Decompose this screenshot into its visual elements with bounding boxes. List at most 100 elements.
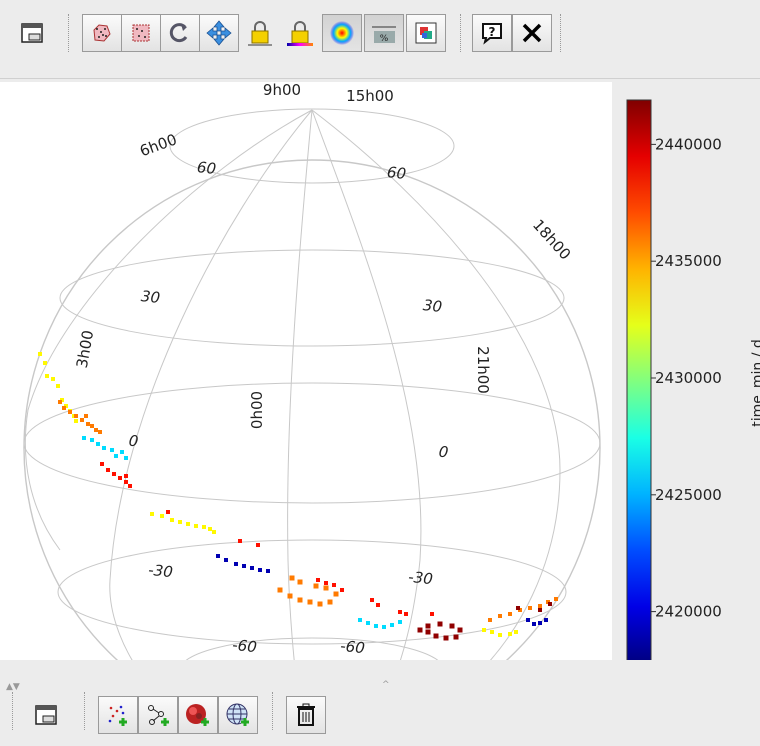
plot-area[interactable]: 60 60 30 30 0 0 -30 -30 -60 -60 9h00 15h00 6h00 18h00… (0, 80, 760, 660)
data-point (98, 430, 102, 434)
latitude-line (23, 382, 601, 504)
data-point (317, 601, 323, 607)
longitude-label: 0h00 (248, 391, 266, 429)
data-point (313, 583, 319, 589)
data-point (170, 518, 174, 522)
move-arrows-icon[interactable] (199, 14, 239, 52)
svg-text:%: % (380, 34, 389, 44)
data-point (333, 591, 339, 597)
latitude-line (169, 108, 455, 184)
data-point (498, 614, 502, 618)
data-point (287, 593, 293, 599)
data-point (425, 629, 431, 635)
data-point (68, 410, 72, 414)
data-point (538, 604, 542, 608)
data-point (84, 414, 88, 418)
meridian-line (311, 109, 422, 660)
data-point (425, 623, 431, 629)
data-point (234, 562, 238, 566)
data-point (498, 633, 502, 637)
latitude-label: -30 (407, 568, 433, 588)
close-icon[interactable] (512, 14, 552, 52)
meridian-line (24, 109, 313, 551)
data-point (443, 635, 449, 641)
refresh-icon[interactable] (160, 14, 200, 52)
latitude-label: 60 (386, 163, 407, 183)
data-point (124, 456, 128, 460)
layer-toolbar (0, 668, 760, 746)
window-icon[interactable] (26, 696, 66, 734)
plot-background (0, 82, 612, 660)
latitude-label: 0 (438, 443, 449, 462)
main-toolbar: % ? (0, 0, 760, 79)
latitude-label: -30 (147, 561, 173, 581)
data-point (114, 454, 118, 458)
data-point (43, 361, 47, 365)
data-point (100, 462, 104, 466)
latitude-label: 30 (140, 287, 161, 307)
data-point (166, 510, 170, 514)
data-point (307, 599, 313, 605)
add-pairs-icon[interactable] (138, 696, 178, 734)
scatter-box-icon[interactable] (121, 14, 161, 52)
data-point (150, 512, 154, 516)
data-point (216, 554, 220, 558)
data-point (128, 484, 132, 488)
data-point (224, 558, 228, 562)
data-point (404, 612, 408, 616)
lock-colour-icon[interactable] (280, 14, 320, 52)
data-point (366, 621, 370, 625)
data-point (256, 543, 260, 547)
data-point (102, 446, 106, 450)
data-point (74, 419, 78, 423)
data-point (110, 448, 114, 452)
colorbar-tick-label: 2440000 (655, 135, 722, 153)
axis-percent-icon[interactable]: % (364, 14, 404, 52)
data-point (90, 438, 94, 442)
data-point (453, 634, 459, 640)
data-point (538, 608, 542, 612)
add-points-icon[interactable] (98, 696, 138, 734)
data-point (258, 568, 262, 572)
toolbar-separator (272, 692, 273, 730)
data-point (51, 377, 55, 381)
export-icon[interactable] (406, 14, 446, 52)
density-icon[interactable] (322, 14, 362, 52)
toolbar-separator (12, 692, 13, 730)
latitude-label: 30 (422, 296, 443, 316)
colorbar-tick-label: 2425000 (655, 486, 722, 504)
window-icon[interactable] (12, 14, 52, 52)
latitude-label: 0 (128, 432, 139, 451)
split-arrows-icon[interactable]: ▲▼ (6, 682, 20, 692)
add-grid-icon[interactable] (218, 696, 258, 734)
data-point (238, 539, 242, 543)
data-point (208, 527, 212, 531)
data-point (490, 630, 494, 634)
colorbar (626, 99, 652, 660)
data-point (516, 606, 520, 610)
data-point (417, 627, 423, 633)
lock-icon[interactable] (240, 14, 280, 52)
add-density-icon[interactable] (178, 696, 218, 734)
scatter-region-icon[interactable] (82, 14, 122, 52)
data-point (96, 442, 100, 446)
toolbar-separator (68, 14, 69, 52)
toolbar-separator (560, 14, 561, 52)
help-icon[interactable]: ? (472, 14, 512, 52)
trash-icon[interactable] (286, 696, 326, 734)
data-point (554, 597, 558, 601)
colorbar-tick-label: 2435000 (655, 252, 722, 270)
data-point (38, 352, 42, 356)
data-point (358, 618, 362, 622)
split-handle-icon[interactable]: ^ (382, 680, 390, 690)
longitude-label: 21h00 (474, 346, 492, 394)
data-point (398, 610, 402, 614)
latitude-label: -60 (339, 637, 365, 657)
data-point (324, 581, 328, 585)
longitude-label: 9h00 (263, 81, 301, 99)
data-point (508, 632, 512, 636)
longitude-label: 15h00 (346, 87, 394, 105)
data-point (449, 623, 455, 629)
latitude-line (185, 637, 439, 660)
